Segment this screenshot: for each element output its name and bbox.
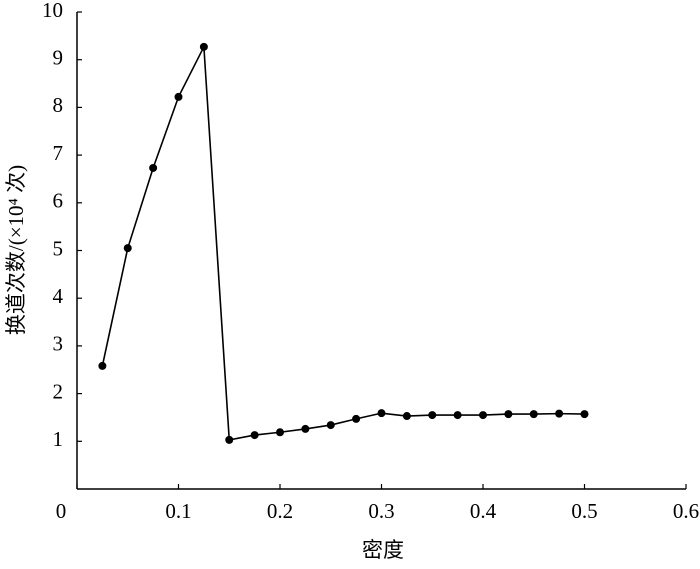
x-tick-label: 0.6 <box>673 499 699 523</box>
y-tick-label: 6 <box>53 189 64 213</box>
point <box>504 410 513 419</box>
point <box>453 411 462 420</box>
y-tick-label: 7 <box>53 141 64 165</box>
y-tick-label: 1 <box>53 427 64 451</box>
point <box>174 92 183 101</box>
x-axis-label: 密度 <box>362 538 404 562</box>
y-tick-label: 3 <box>53 332 64 356</box>
x-tick-label: 0.4 <box>470 499 497 523</box>
point <box>580 410 589 419</box>
x-tick-label: 0.2 <box>267 499 293 523</box>
point <box>149 163 158 172</box>
x-tick-label: 0 <box>56 499 67 523</box>
point <box>377 409 386 418</box>
point <box>199 42 208 51</box>
y-tick-label: 10 <box>42 0 63 22</box>
y-axis-label: 换道次数/(×10⁴ 次) <box>4 165 28 335</box>
point <box>529 410 538 419</box>
point <box>352 414 361 423</box>
point <box>123 244 132 253</box>
point <box>301 424 310 433</box>
x-tick-label: 0.3 <box>368 499 394 523</box>
point <box>479 411 487 420</box>
x-tick-label: 0.5 <box>571 499 597 523</box>
point <box>250 431 259 440</box>
y-tick-label: 4 <box>53 284 64 308</box>
point <box>402 412 411 421</box>
point <box>555 409 564 418</box>
point <box>225 435 234 444</box>
y-tick-label: 2 <box>53 379 64 403</box>
series-line <box>101 43 585 441</box>
point <box>326 421 335 430</box>
y-tick-label: 9 <box>53 46 64 70</box>
x-tick-label: 0.1 <box>165 499 191 523</box>
point <box>98 361 107 370</box>
y-tick-label: 8 <box>53 93 64 117</box>
point <box>428 411 437 420</box>
y-tick-label: 5 <box>53 236 64 260</box>
point <box>276 428 284 437</box>
